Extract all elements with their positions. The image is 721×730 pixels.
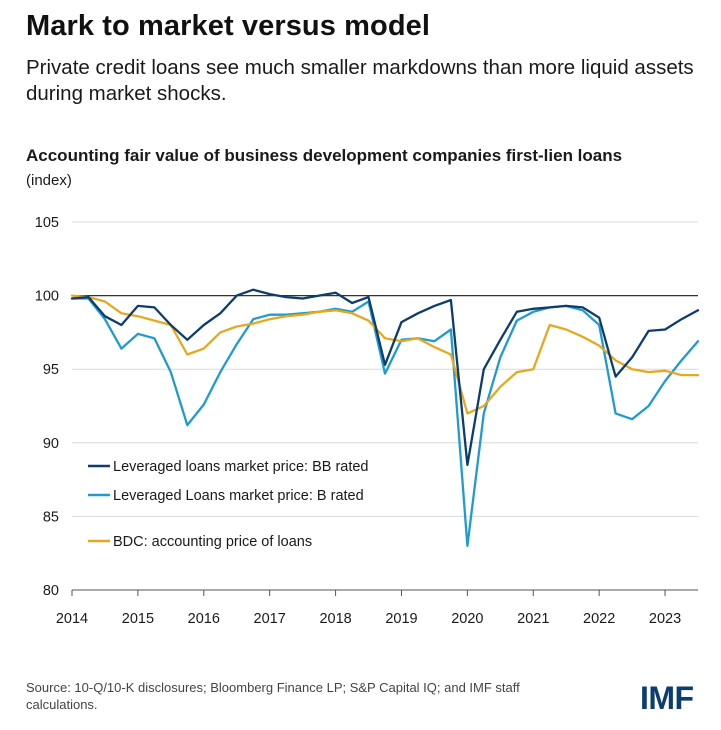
series-line-1 [70, 297, 700, 547]
x-tick-label: 2018 [319, 611, 351, 627]
y-tick-label: 85 [43, 509, 59, 525]
subtitle: Private credit loans see much smaller ma… [26, 56, 694, 105]
line-chart: 80 85 90 95 100 105 2014 2015 2016 2017 2018 2019 20… [35, 215, 700, 627]
x-tick-label: 2019 [385, 611, 417, 627]
chart-title: Accounting fair value of business develo… [26, 146, 623, 165]
y-tick-label: 90 [43, 436, 59, 452]
y-tick-label: 100 [35, 289, 59, 305]
x-tick-label: 2020 [451, 611, 483, 627]
x-tick-label: 2014 [56, 611, 88, 627]
legend-label: Leveraged Loans market price: B rated [113, 488, 364, 504]
x-tick-label: 2022 [583, 611, 615, 627]
series-line-0 [70, 288, 700, 467]
imf-logo: IMF [640, 680, 694, 716]
y-axis-unit-label: (index) [26, 172, 72, 189]
x-tick-label: 2015 [122, 611, 154, 627]
legend-label: Leveraged loans market price: BB rated [113, 459, 369, 475]
source-note: Source: 10-Q/10-K disclosures; Bloomberg… [26, 680, 520, 712]
headline: Mark to market versus model [26, 10, 431, 42]
series-line-2 [70, 294, 700, 415]
legend-label: BDC: accounting price of loans [113, 534, 312, 550]
legend: Leveraged loans market price: BB rated Le… [88, 459, 369, 550]
y-tick-label: 105 [35, 215, 59, 231]
x-tick-label: 2017 [254, 611, 286, 627]
y-tick-label: 95 [43, 362, 59, 378]
x-tick-label: 2023 [649, 611, 681, 627]
y-tick-label: 80 [43, 583, 59, 599]
x-tick-label: 2016 [188, 611, 220, 627]
axes: 80 85 90 95 100 105 2014 2015 2016 2017 2018 2019 20… [35, 215, 698, 627]
x-tick-label: 2021 [517, 611, 549, 627]
series-lines [70, 288, 700, 547]
